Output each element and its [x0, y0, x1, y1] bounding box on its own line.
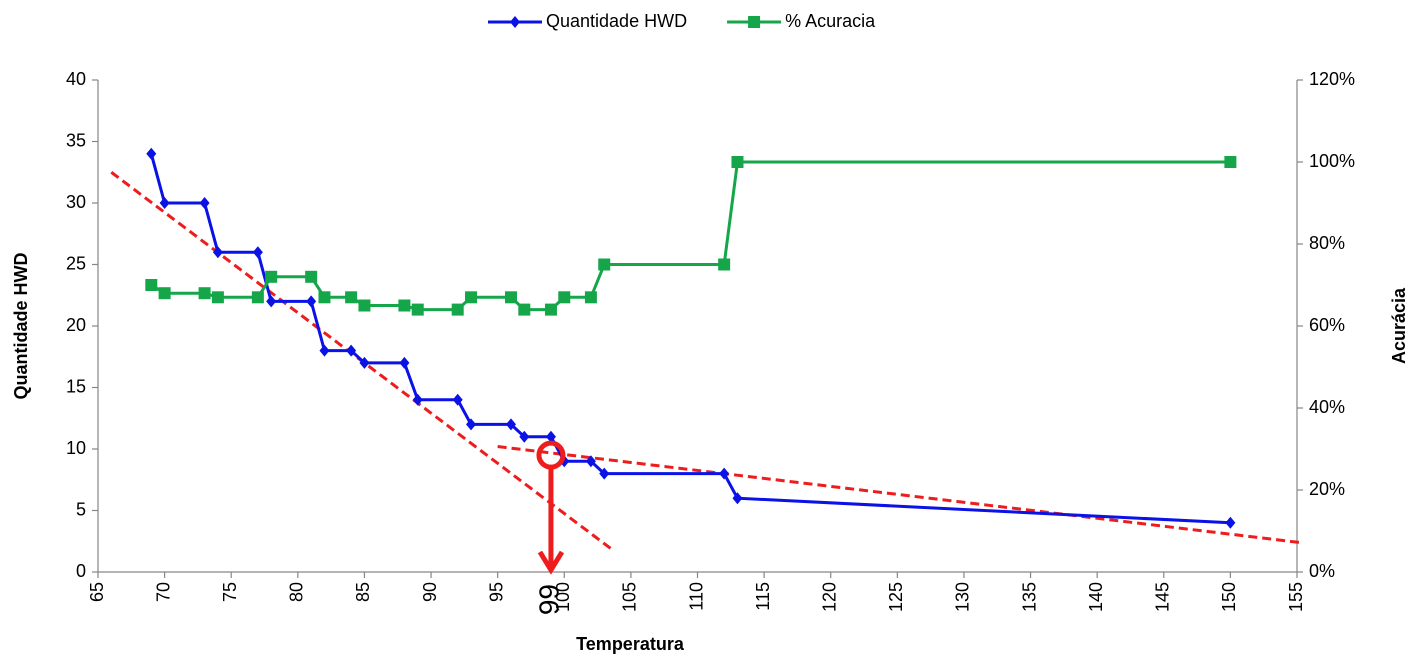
marker	[544, 303, 557, 316]
marker	[265, 270, 278, 283]
marker	[318, 291, 331, 304]
x-tick-label: 135	[1019, 582, 1039, 612]
marker	[305, 270, 318, 283]
marker	[1225, 516, 1236, 529]
marker	[518, 303, 531, 316]
marker	[146, 147, 157, 160]
marker	[199, 197, 210, 209]
y-tick-label: 30	[66, 192, 86, 212]
marker	[466, 418, 477, 431]
x-tick-label: 125	[886, 582, 906, 612]
marker	[584, 291, 597, 304]
marker	[306, 295, 317, 308]
x-tick-label: 85	[353, 582, 373, 602]
x-tick-label: 115	[753, 582, 773, 611]
marker	[251, 291, 264, 304]
marker	[211, 291, 224, 304]
y-tick-label: 5	[76, 499, 86, 519]
x-tick-label: 100	[553, 582, 573, 612]
marker	[585, 455, 596, 468]
y2-tick-label: 120%	[1309, 69, 1355, 89]
marker	[599, 467, 610, 480]
marker	[718, 258, 731, 271]
marker	[451, 303, 464, 316]
annotation-label: 99	[533, 584, 564, 615]
x-tick-label: 90	[420, 582, 440, 602]
marker	[505, 418, 516, 431]
marker	[145, 279, 158, 291]
marker	[319, 344, 330, 357]
x-tick-label: 145	[1153, 582, 1173, 612]
marker	[411, 303, 424, 316]
x-tick-label: 65	[87, 582, 107, 602]
y2-tick-label: 40%	[1309, 397, 1345, 417]
marker	[212, 246, 223, 259]
y-tick-label: 15	[66, 376, 86, 396]
marker	[452, 393, 463, 406]
trendline	[497, 445, 1300, 544]
y2-tick-label: 60%	[1309, 315, 1345, 335]
y2-tick-label: 0%	[1309, 561, 1335, 581]
x-axis-label: Temperatura	[576, 634, 685, 654]
marker	[198, 287, 211, 300]
x-tick-label: 120	[819, 582, 839, 612]
legend-label: Quantidade HWD	[546, 11, 687, 31]
marker	[719, 467, 730, 480]
x-tick-label: 75	[220, 582, 240, 602]
legend-marker	[510, 16, 520, 28]
x-tick-label: 140	[1086, 582, 1106, 612]
y-tick-label: 10	[66, 438, 86, 458]
marker	[732, 492, 743, 505]
marker	[359, 356, 370, 369]
annotation-arrowhead	[537, 550, 565, 575]
x-tick-label: 110	[686, 582, 706, 611]
marker	[504, 291, 517, 304]
marker	[159, 197, 170, 209]
x-tick-label: 70	[153, 582, 173, 602]
y-tick-label: 40	[66, 69, 86, 89]
x-tick-label: 105	[620, 582, 640, 612]
y-tick-label: 25	[66, 253, 86, 273]
series-line	[149, 153, 1231, 525]
marker	[398, 299, 411, 312]
marker	[731, 156, 744, 168]
y-tick-label: 20	[66, 315, 86, 335]
marker	[598, 258, 611, 271]
marker	[346, 344, 357, 357]
marker	[266, 295, 277, 308]
y-tick-label: 0	[76, 561, 86, 581]
marker	[1224, 156, 1237, 168]
y-axis-label: Quantidade HWD	[11, 253, 31, 400]
marker	[412, 393, 423, 406]
marker	[399, 356, 410, 369]
marker	[545, 430, 556, 443]
marker	[158, 287, 171, 300]
x-tick-label: 95	[486, 582, 506, 602]
y2-axis-label: Acurácia	[1389, 287, 1409, 364]
x-tick-label: 130	[953, 582, 973, 612]
legend-marker	[748, 16, 761, 28]
y2-tick-label: 20%	[1309, 479, 1345, 499]
marker	[558, 291, 571, 304]
marker	[358, 299, 371, 312]
marker	[465, 291, 478, 304]
y2-tick-label: 80%	[1309, 233, 1345, 253]
marker	[252, 246, 263, 259]
x-tick-label: 155	[1286, 582, 1306, 612]
marker	[345, 291, 358, 304]
y2-tick-label: 100%	[1309, 151, 1355, 171]
series-line	[150, 160, 1231, 312]
x-tick-label: 80	[287, 582, 307, 602]
x-tick-label: 150	[1219, 582, 1239, 612]
legend-label: % Acuracia	[785, 11, 876, 31]
marker	[519, 430, 530, 443]
y-tick-label: 35	[66, 130, 86, 150]
